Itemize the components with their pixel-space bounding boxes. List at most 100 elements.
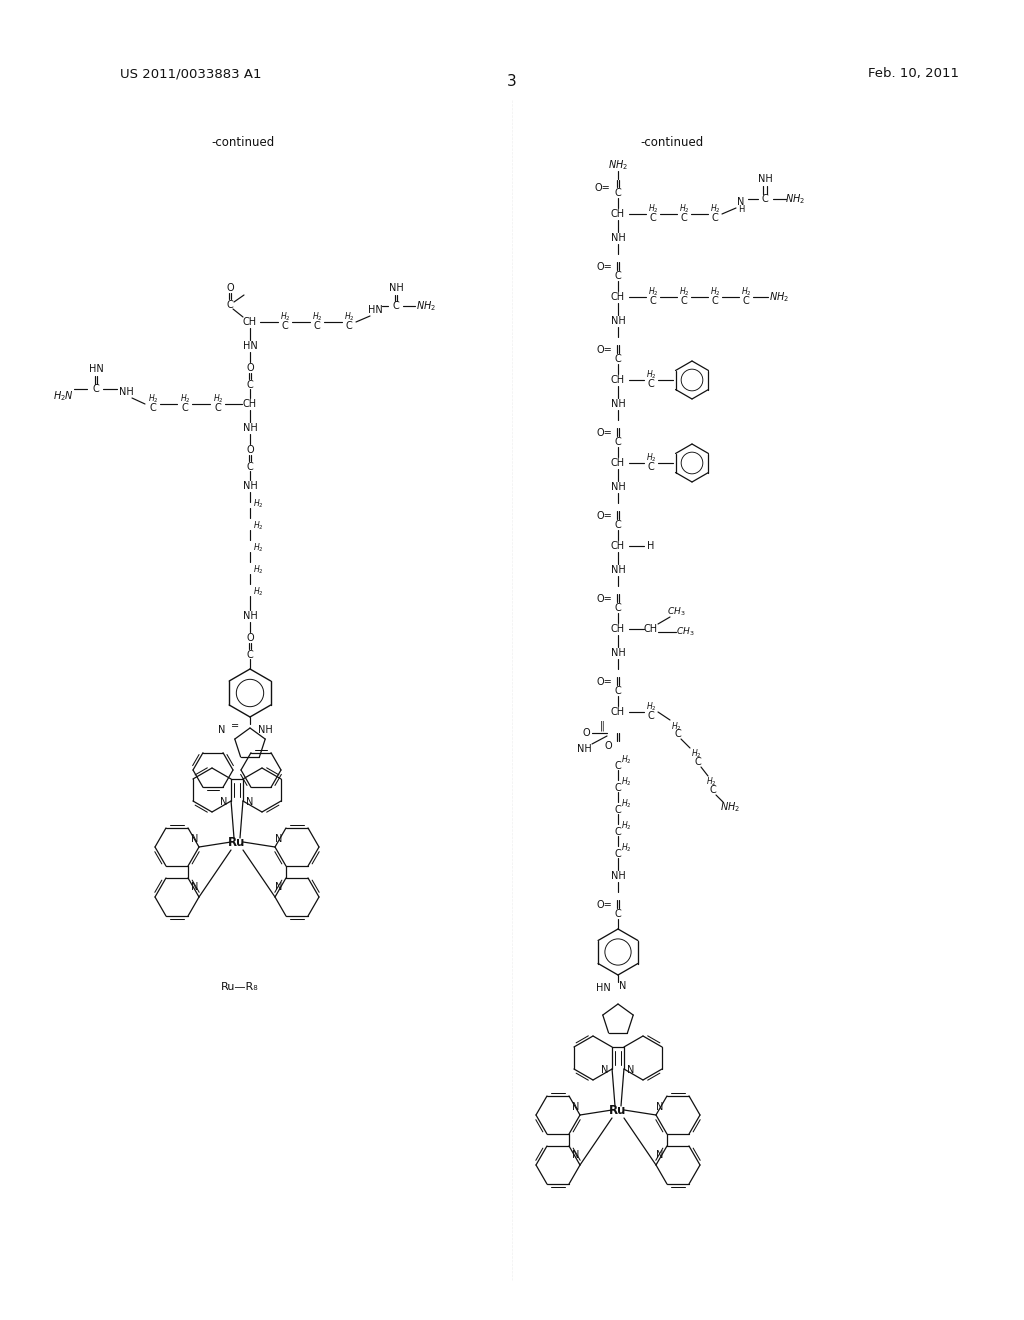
Text: $CH_3$: $CH_3$ bbox=[667, 606, 685, 618]
Text: O: O bbox=[246, 634, 254, 643]
Text: C: C bbox=[614, 805, 622, 814]
Text: C: C bbox=[762, 194, 768, 205]
Text: NH: NH bbox=[243, 611, 257, 620]
Text: CH: CH bbox=[611, 541, 625, 550]
Text: C: C bbox=[247, 649, 253, 660]
Text: N: N bbox=[191, 882, 199, 892]
Text: $H_2$: $H_2$ bbox=[706, 776, 717, 788]
Text: $H_2$: $H_2$ bbox=[621, 842, 632, 854]
Text: O=: O= bbox=[596, 677, 612, 686]
Text: $H_2$: $H_2$ bbox=[621, 754, 632, 766]
Text: Ru: Ru bbox=[609, 1104, 627, 1117]
Text: C: C bbox=[647, 711, 654, 721]
Text: $H_2$: $H_2$ bbox=[671, 721, 681, 733]
Text: C: C bbox=[247, 380, 253, 389]
Text: N: N bbox=[572, 1102, 580, 1111]
Text: $H_2$: $H_2$ bbox=[710, 203, 720, 215]
Text: ‖: ‖ bbox=[600, 721, 604, 731]
Text: NH: NH bbox=[243, 422, 257, 433]
Text: $NH_2$: $NH_2$ bbox=[769, 290, 790, 304]
Text: CH: CH bbox=[243, 317, 257, 327]
Text: NH: NH bbox=[119, 387, 133, 397]
Text: N: N bbox=[656, 1150, 664, 1160]
Text: NH: NH bbox=[610, 399, 626, 409]
Text: C: C bbox=[647, 462, 654, 473]
Text: C: C bbox=[614, 686, 622, 696]
Text: C: C bbox=[346, 321, 352, 331]
Text: Feb. 10, 2011: Feb. 10, 2011 bbox=[868, 67, 959, 81]
Text: N: N bbox=[191, 834, 199, 843]
Text: NH: NH bbox=[758, 174, 772, 183]
Text: $H_2$: $H_2$ bbox=[311, 310, 323, 323]
Text: CH: CH bbox=[611, 375, 625, 385]
Text: N: N bbox=[220, 797, 227, 807]
Text: CH: CH bbox=[644, 624, 658, 634]
Text: $H_2$: $H_2$ bbox=[253, 564, 263, 577]
Text: $NH_2$: $NH_2$ bbox=[720, 800, 740, 814]
Text: O=: O= bbox=[596, 594, 612, 605]
Text: C: C bbox=[710, 785, 717, 795]
Text: C: C bbox=[712, 296, 719, 306]
Text: C: C bbox=[181, 403, 188, 413]
Text: C: C bbox=[742, 296, 750, 306]
Text: HN: HN bbox=[89, 364, 103, 374]
Text: $H_2$: $H_2$ bbox=[740, 285, 752, 298]
Text: O=: O= bbox=[596, 345, 612, 355]
Text: CH: CH bbox=[611, 708, 625, 717]
Text: C: C bbox=[392, 301, 399, 312]
Text: O=: O= bbox=[596, 261, 612, 272]
Text: C: C bbox=[313, 321, 321, 331]
Text: O: O bbox=[604, 741, 611, 751]
Text: CH: CH bbox=[611, 458, 625, 469]
Text: C: C bbox=[649, 296, 656, 306]
Text: $H_2$: $H_2$ bbox=[646, 701, 656, 713]
Text: =: = bbox=[231, 721, 239, 731]
Text: $H_2$: $H_2$ bbox=[344, 310, 354, 323]
Text: O: O bbox=[246, 363, 254, 374]
Text: N: N bbox=[572, 1150, 580, 1160]
Text: C: C bbox=[226, 300, 233, 310]
Text: C: C bbox=[614, 762, 622, 771]
Text: US 2011/0033883 A1: US 2011/0033883 A1 bbox=[120, 67, 261, 81]
Text: 3: 3 bbox=[507, 74, 517, 90]
Text: $H_2$: $H_2$ bbox=[621, 820, 632, 832]
Text: $H_2N$: $H_2N$ bbox=[53, 389, 75, 403]
Text: N: N bbox=[628, 1065, 635, 1074]
Text: CH: CH bbox=[611, 209, 625, 219]
Text: O=: O= bbox=[596, 900, 612, 909]
Text: $H_2$: $H_2$ bbox=[253, 541, 263, 554]
Text: C: C bbox=[92, 384, 99, 393]
Text: HN: HN bbox=[368, 305, 382, 315]
Text: NH: NH bbox=[243, 480, 257, 491]
Text: C: C bbox=[614, 437, 622, 447]
Text: $CH_3$: $CH_3$ bbox=[676, 626, 694, 639]
Text: N: N bbox=[218, 725, 225, 735]
Text: $NH_2$: $NH_2$ bbox=[785, 193, 805, 206]
Text: C: C bbox=[649, 213, 656, 223]
Text: $H_2$: $H_2$ bbox=[648, 203, 658, 215]
Text: C: C bbox=[614, 520, 622, 531]
Text: -continued: -continued bbox=[211, 136, 274, 149]
Text: N: N bbox=[275, 834, 283, 843]
Text: O=: O= bbox=[596, 428, 612, 438]
Text: HN: HN bbox=[243, 341, 257, 351]
Text: C: C bbox=[614, 603, 622, 612]
Text: NH: NH bbox=[610, 565, 626, 576]
Text: $H_2$: $H_2$ bbox=[621, 776, 632, 788]
Text: N: N bbox=[247, 797, 254, 807]
Text: $NH_2$: $NH_2$ bbox=[416, 300, 436, 313]
Text: C: C bbox=[614, 849, 622, 859]
Text: O: O bbox=[246, 445, 254, 455]
Text: C: C bbox=[614, 909, 622, 919]
Text: $H_2$: $H_2$ bbox=[253, 586, 263, 598]
Text: O=: O= bbox=[594, 183, 610, 193]
Text: CH: CH bbox=[243, 399, 257, 409]
Text: CH: CH bbox=[611, 624, 625, 634]
Text: N: N bbox=[656, 1102, 664, 1111]
Text: O: O bbox=[226, 282, 233, 293]
Text: NH: NH bbox=[577, 744, 592, 754]
Text: $H_2$: $H_2$ bbox=[646, 368, 656, 381]
Text: $H_2$: $H_2$ bbox=[679, 285, 689, 298]
Text: NH: NH bbox=[258, 725, 272, 735]
Text: $H_2$: $H_2$ bbox=[679, 203, 689, 215]
